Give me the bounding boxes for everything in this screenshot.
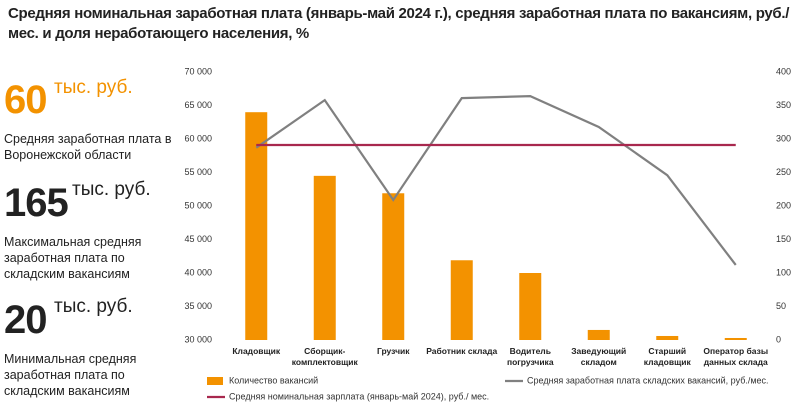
legend-label: Средняя номинальная зарплата (январь-май… bbox=[229, 391, 489, 401]
x-tick-label: Водитель погрузчика bbox=[506, 346, 554, 367]
bar bbox=[587, 329, 610, 340]
kpi-value: 60 bbox=[4, 78, 47, 122]
chart-title: Средняя номинальная заработная плата (ян… bbox=[8, 5, 790, 42]
y2-tick-label: 200 bbox=[776, 200, 791, 210]
bar bbox=[656, 335, 679, 340]
bar bbox=[450, 260, 473, 340]
y2-tick-label: 300 bbox=[776, 133, 791, 143]
kpi-label: Минимальная средняя заработная плата по … bbox=[4, 352, 137, 398]
y-tick-label: 45 000 bbox=[184, 234, 212, 244]
y-tick-label: 60 000 bbox=[184, 133, 212, 143]
line bbox=[255, 95, 737, 266]
y2-tick-label: 100 bbox=[776, 267, 791, 277]
y2-tick-label: 400 bbox=[776, 66, 791, 76]
y2-tick-label: 0 bbox=[776, 334, 781, 344]
bar bbox=[313, 175, 336, 340]
kpi-unit: тыс. руб. bbox=[54, 77, 133, 98]
x-tick-label: Грузчик bbox=[376, 346, 410, 356]
x-tick-label: Сборщик- комплектовщик bbox=[291, 346, 358, 367]
bar bbox=[724, 337, 747, 340]
y-tick-label: 70 000 bbox=[184, 66, 212, 76]
bar bbox=[519, 273, 542, 340]
x-tick-label: Старший кладовщик bbox=[643, 346, 691, 367]
kpi-unit: тыс. руб. bbox=[72, 179, 151, 200]
kpi-unit: тыс. руб. bbox=[54, 296, 133, 317]
kpi-label: Максимальная средняя заработная плата по… bbox=[4, 235, 142, 281]
y-tick-label: 50 000 bbox=[184, 200, 212, 210]
x-tick-label: Оператор базы данных склада bbox=[703, 346, 769, 367]
legend-swatch bbox=[207, 377, 223, 385]
x-tick-label: Кладовщик bbox=[232, 346, 281, 356]
y2-tick-label: 50 bbox=[776, 301, 786, 311]
y-tick-label: 55 000 bbox=[184, 167, 212, 177]
y-tick-label: 40 000 bbox=[184, 267, 212, 277]
bar bbox=[245, 112, 268, 340]
kpi-label: Средняя заработная плата в Воронежской о… bbox=[4, 132, 172, 162]
y-tick-label: 30 000 bbox=[184, 334, 212, 344]
y-tick-label: 65 000 bbox=[184, 100, 212, 110]
y-tick-label: 35 000 bbox=[184, 301, 212, 311]
y2-tick-label: 250 bbox=[776, 167, 791, 177]
bar bbox=[382, 193, 405, 340]
x-tick-label: Работник склада bbox=[426, 346, 498, 356]
y2-tick-label: 150 bbox=[776, 234, 791, 244]
x-tick-label: Заведующий складом bbox=[571, 346, 627, 367]
kpi-value: 20 bbox=[4, 298, 47, 342]
legend-label: Средняя заработная плата складских вакан… bbox=[527, 375, 769, 385]
legend-label: Количество вакансий bbox=[229, 375, 318, 385]
y2-tick-label: 350 bbox=[776, 100, 791, 110]
kpi-value: 165 bbox=[4, 181, 69, 225]
